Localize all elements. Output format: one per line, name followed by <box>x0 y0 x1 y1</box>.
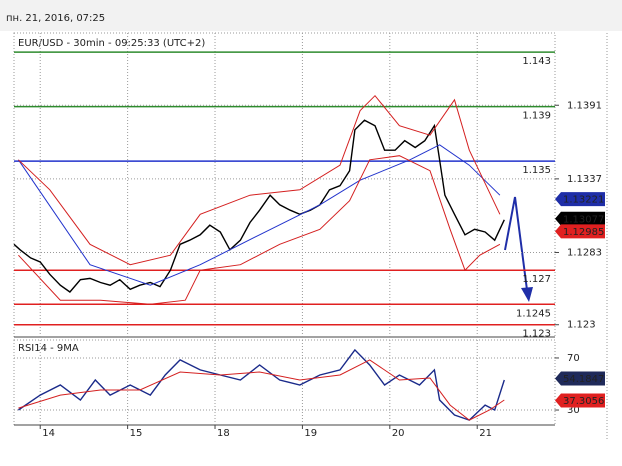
price-tag-label: 54.1847 <box>563 374 604 385</box>
series-line <box>13 119 505 293</box>
x-tick-label: 20 <box>392 428 405 439</box>
series-line <box>18 94 501 266</box>
top-bar <box>0 0 622 31</box>
level-label: 1.143 <box>522 56 551 67</box>
level-label: 1.123 <box>522 329 551 340</box>
price-tag-label: 1.13221 <box>563 195 604 206</box>
price-tag <box>555 211 605 226</box>
series-line <box>18 348 505 421</box>
price-tag-label: 37.3056 <box>563 396 604 407</box>
y-tick-label: 1.123 <box>567 320 596 331</box>
price-tag <box>555 192 605 207</box>
x-tick-label: 14 <box>42 428 55 439</box>
y-tick-label: 1.1283 <box>567 247 602 258</box>
series-line <box>17 144 501 286</box>
arrow-head <box>521 287 533 302</box>
price-tag-label: 1.13077 <box>563 214 604 225</box>
forecast-arrow <box>504 196 533 302</box>
timestamp: пн. 21, 2016, 07:25 <box>6 13 105 24</box>
level-label: 1.135 <box>522 165 551 176</box>
price-tag <box>555 393 605 408</box>
level-label: 1.127 <box>522 274 551 285</box>
series-line <box>18 155 501 305</box>
x-tick-label: 19 <box>304 428 317 439</box>
x-tick-label: 21 <box>479 428 492 439</box>
title-bg <box>16 35 196 49</box>
price-title: EUR/USD - 30min - 09:25:33 (UTC+2) <box>18 38 205 49</box>
y-tick-label: 70 <box>567 353 580 364</box>
y-tick-label: 1.1337 <box>567 174 602 185</box>
price-tag-label: 1.12985 <box>563 227 604 238</box>
price-frame <box>13 32 556 338</box>
level-label: 1.139 <box>522 111 551 122</box>
price-tag <box>555 224 605 239</box>
price-tag <box>555 371 605 386</box>
arrow-line <box>504 196 528 291</box>
rsi-frame <box>13 339 556 426</box>
y-tick-label: 30 <box>567 405 580 416</box>
x-tick-label: 18 <box>217 428 230 439</box>
x-tick-label: 15 <box>130 428 143 439</box>
rsi-title: RSI14 - 9MA <box>18 343 79 354</box>
y-tick-label: 1.1391 <box>567 100 602 111</box>
level-label: 1.1245 <box>516 308 551 319</box>
series-line <box>18 359 505 421</box>
